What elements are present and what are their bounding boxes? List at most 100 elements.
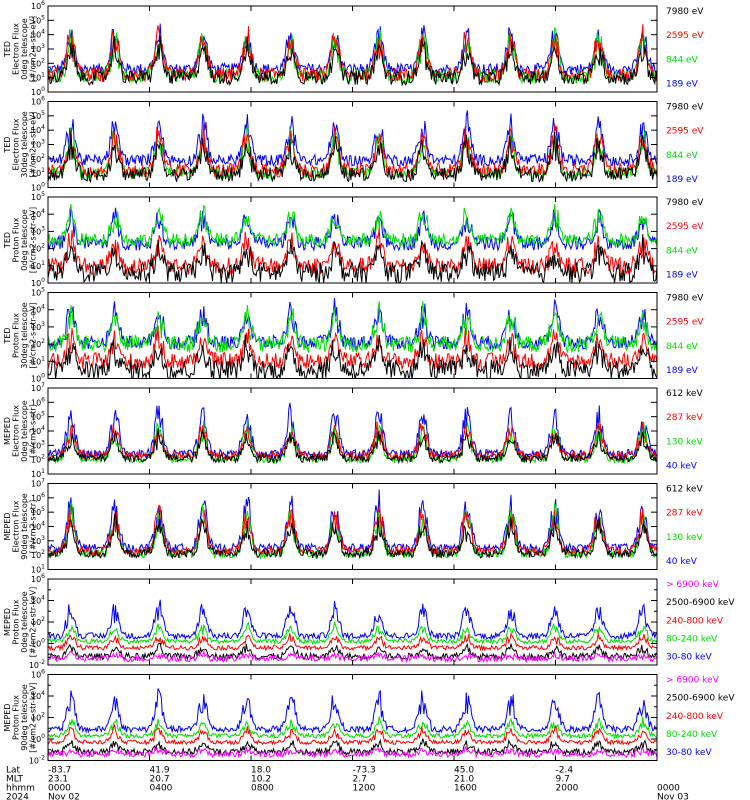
legend-label: 130 keV xyxy=(666,533,703,543)
series-40-kev xyxy=(48,489,657,555)
y-tick-label: 104 xyxy=(31,521,45,532)
legend-label: 40 keV xyxy=(666,462,698,472)
ylabel-line: [#/cm2-s-str-eV] xyxy=(29,16,38,82)
series-80-240-kev xyxy=(48,620,657,646)
y-tick-label: 102 xyxy=(31,549,45,560)
legend-label: 30-80 keV xyxy=(666,748,712,758)
ylabel-line: Electron Flux xyxy=(12,23,21,75)
y-tick-label: 10-2 xyxy=(29,659,45,670)
legend-label: 240-800 keV xyxy=(666,616,724,626)
legend-label: 7980 eV xyxy=(666,103,704,113)
legend-label: 612 keV xyxy=(666,389,703,399)
x-row-label: MLT xyxy=(6,775,24,785)
ylabel-line: TED xyxy=(3,232,12,249)
series-287-kev xyxy=(48,504,657,557)
y-tick-label: 103 xyxy=(31,43,45,54)
legend-label: 189 eV xyxy=(666,175,699,185)
legend-label: 2595 eV xyxy=(666,222,704,232)
legend-label: 844 eV xyxy=(666,342,699,352)
x-tick-label-hhmm: 2000 xyxy=(556,784,579,794)
y-tick-label: 106 xyxy=(31,573,45,584)
y-tick-label: 107 xyxy=(31,478,45,489)
series-7980-ev xyxy=(48,36,657,87)
legend-label: > 6900 keV xyxy=(666,580,720,590)
y-tick-label: 105 xyxy=(31,110,45,121)
ylabel-line: Proton Flux xyxy=(12,313,21,358)
legend-label: 189 eV xyxy=(666,366,699,376)
x-tick-label-mlt: 9.7 xyxy=(556,775,570,785)
series-7980-ev xyxy=(48,334,657,379)
y-tick-label: 105 xyxy=(31,287,45,298)
y-tick-label: 104 xyxy=(31,304,45,315)
panel-7-frame xyxy=(47,578,658,666)
y-tick-label: 101 xyxy=(31,564,45,575)
series-189-ev xyxy=(48,110,657,168)
x-tick-label-lat: 41.9 xyxy=(150,766,170,776)
legend-label: 30-80 keV xyxy=(666,653,712,663)
series-612-kev xyxy=(48,512,657,560)
legend-label: 7980 eV xyxy=(666,7,704,17)
ylabel-line: [#/cm2-s-str-keV] xyxy=(29,587,38,658)
legend-label: 287 keV xyxy=(666,509,703,519)
legend-label: > 6900 keV xyxy=(666,676,720,686)
y-tick-label: 101 xyxy=(31,167,45,178)
y-tick-label: 101 xyxy=(31,72,45,83)
y-tick-label: 102 xyxy=(31,712,45,723)
legend-label: 2595 eV xyxy=(666,318,704,328)
y-tick-label: 103 xyxy=(31,321,45,332)
x-tick-label-hhmm: 0400 xyxy=(150,784,173,794)
series-189-ev xyxy=(48,23,657,77)
y-tick-label: 105 xyxy=(31,506,45,517)
y-tick-label: 101 xyxy=(31,260,45,271)
panel-1-traces xyxy=(48,23,657,87)
ylabel-line: [#/cm2-s-str-keV] xyxy=(29,682,38,753)
legend-label: 2500-6900 keV xyxy=(666,694,735,704)
series-30-80-kev xyxy=(48,688,657,735)
ylabel-line: [#/cm2-s-str-eV] xyxy=(29,302,38,368)
legend-label: 612 keV xyxy=(666,485,703,495)
y-tick-label: 105 xyxy=(31,191,45,202)
panel-6: 101 102 103 104 105 106 107 MEPED Electron Flux 9… xyxy=(3,478,703,575)
y-tick-label: 100 xyxy=(31,277,45,288)
legend-label: 40 keV xyxy=(666,557,698,567)
y-tick-label: 103 xyxy=(31,439,45,450)
panel-3: 100 101 102 103 104 105 TED Proton Flux 0deg tel… xyxy=(3,191,704,288)
y-tick-label: 101 xyxy=(31,355,45,366)
y-tick-label: 102 xyxy=(31,454,45,465)
ylabel-line: Proton Flux xyxy=(12,599,21,644)
y-tick-label: 106 xyxy=(31,0,45,11)
ylabel-line: MEPED xyxy=(3,513,12,541)
legend-label: 287 keV xyxy=(666,413,703,423)
x-tick-label-hhmm: 1200 xyxy=(353,784,376,794)
y-tick-label: 106 xyxy=(31,669,45,680)
y-tick-label: 100 xyxy=(31,733,45,744)
series-30-80-kev xyxy=(48,599,657,642)
panel-7: 10-2 100 102 104 106 MEPED Proton Flux 0deg tel… xyxy=(3,573,735,670)
series-844-ev xyxy=(48,204,657,249)
y-tick-label: 102 xyxy=(31,153,45,164)
panel-7-traces xyxy=(48,599,657,664)
panel-4-traces xyxy=(48,298,657,379)
y-tick-label: 100 xyxy=(31,638,45,649)
ylabel-line: 0deg telescope xyxy=(20,209,29,270)
x-tick-label-hhmm: 0000 xyxy=(48,784,71,794)
series-844-ev xyxy=(48,301,657,353)
ylabel-line: Proton Flux xyxy=(12,217,21,262)
panel-3-traces xyxy=(48,204,657,283)
x-tick-label-hhmm: 1600 xyxy=(454,784,477,794)
x-tick-label-lat: -83.7 xyxy=(48,766,71,776)
legend-label: 130 keV xyxy=(666,437,703,447)
panel-8-frame xyxy=(47,674,658,761)
series-189-ev xyxy=(48,207,657,253)
x-row-label: Lat xyxy=(6,766,21,776)
panel-4: 100 101 102 103 104 105 TED Proton Flux 30deg te… xyxy=(3,287,704,384)
legend-label: 80-240 keV xyxy=(666,730,718,740)
y-tick-label: 106 xyxy=(31,492,45,503)
panel-5-traces xyxy=(48,402,657,465)
x-tick-label-mlt: 21.0 xyxy=(454,775,474,785)
legend-label: 189 eV xyxy=(666,80,699,90)
legend-label: 2500-6900 keV xyxy=(666,598,735,608)
x-row-label: hhmm xyxy=(6,784,35,794)
